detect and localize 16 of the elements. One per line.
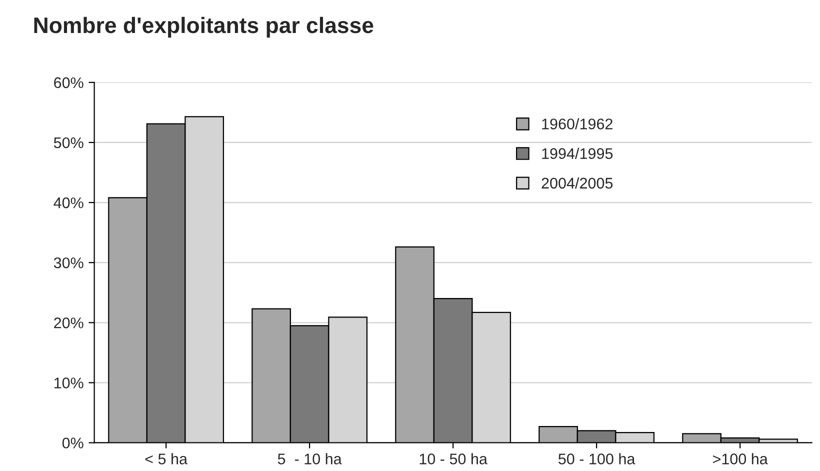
legend-label: 1960/1962 (542, 118, 612, 130)
y-tick-label: 40% (54, 197, 84, 208)
x-tick-label: 50 - 100 ha (558, 453, 636, 464)
y-tick-label: 20% (54, 318, 84, 328)
y-tick-label: 0% (62, 438, 84, 448)
x-tick-label: >100 ha (712, 453, 768, 464)
legend-label: 1994/1995 (542, 148, 613, 159)
x-tick-label: < 5 ha (145, 453, 188, 464)
y-tick-label: 10% (54, 378, 84, 388)
y-tick-label: 30% (54, 257, 84, 268)
x-tick-label: 5 - 10 ha (278, 453, 342, 464)
chart-title: Nombre d'exploitants par classe (34, 16, 374, 38)
y-tick-label: 60% (54, 77, 84, 88)
y-tick-label: 50% (54, 137, 84, 148)
legend-label: 2004/2005 (542, 177, 613, 189)
x-tick-label: 10 - 50 ha (420, 453, 488, 464)
